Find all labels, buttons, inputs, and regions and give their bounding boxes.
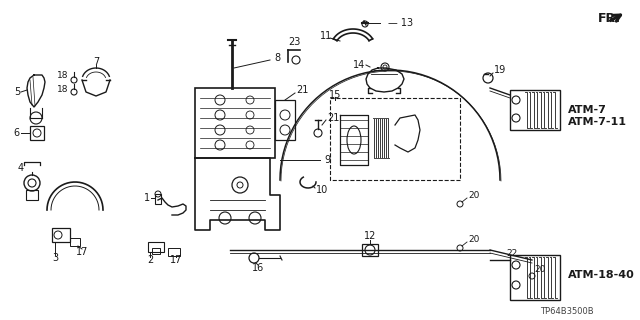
Text: 16: 16 xyxy=(252,263,264,273)
Text: 19: 19 xyxy=(494,65,506,75)
Text: 6: 6 xyxy=(14,128,20,138)
Text: 18: 18 xyxy=(56,85,68,94)
Text: 10: 10 xyxy=(316,185,328,195)
Text: ATM-7-11: ATM-7-11 xyxy=(568,117,627,127)
Text: 21: 21 xyxy=(296,85,308,95)
Text: 9: 9 xyxy=(324,155,330,165)
Text: 14: 14 xyxy=(353,60,365,70)
Bar xyxy=(26,190,38,200)
Bar xyxy=(168,248,180,256)
Text: 18: 18 xyxy=(56,70,68,79)
Text: 20: 20 xyxy=(468,236,479,244)
Text: 1: 1 xyxy=(144,193,150,203)
Bar xyxy=(275,100,295,140)
Text: 11: 11 xyxy=(320,31,332,41)
Text: 15: 15 xyxy=(329,90,341,100)
Text: 17: 17 xyxy=(170,255,182,265)
Bar xyxy=(30,126,44,140)
Text: 20: 20 xyxy=(468,191,479,201)
Bar xyxy=(152,248,160,254)
Text: 7: 7 xyxy=(93,57,99,67)
Text: 2: 2 xyxy=(147,255,153,265)
Bar xyxy=(148,242,164,252)
Text: — 13: — 13 xyxy=(388,18,413,28)
Text: 4: 4 xyxy=(18,163,24,173)
Text: 17: 17 xyxy=(76,247,88,257)
Bar xyxy=(195,88,275,158)
Bar xyxy=(70,238,80,246)
Bar xyxy=(362,244,378,256)
Bar xyxy=(330,98,460,180)
Text: 20: 20 xyxy=(534,266,545,275)
Text: 5: 5 xyxy=(13,87,20,97)
Text: TP64B3500B: TP64B3500B xyxy=(540,308,594,316)
Text: ATM-18-40: ATM-18-40 xyxy=(568,270,635,280)
Text: 12: 12 xyxy=(364,231,376,241)
Bar xyxy=(510,255,560,300)
Text: 8: 8 xyxy=(274,53,280,63)
Bar xyxy=(155,194,161,204)
Text: 21: 21 xyxy=(327,113,339,123)
Text: ATM-7: ATM-7 xyxy=(568,105,607,115)
Text: 3: 3 xyxy=(52,253,58,263)
Bar xyxy=(510,90,560,130)
Text: FR.: FR. xyxy=(598,12,621,25)
Text: 23: 23 xyxy=(288,37,300,47)
Text: 22: 22 xyxy=(506,250,517,259)
Bar xyxy=(52,228,70,242)
